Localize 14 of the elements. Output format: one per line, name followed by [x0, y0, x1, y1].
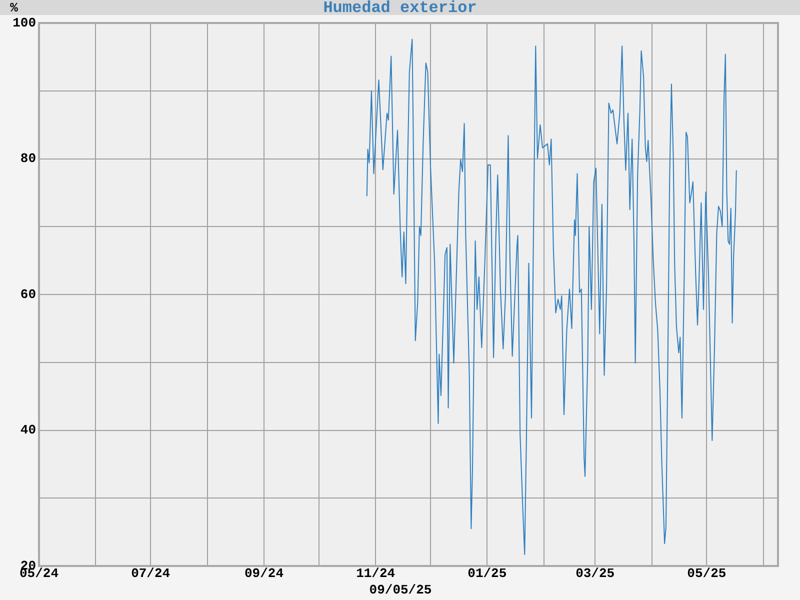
x-tick-label: 07/24 — [131, 566, 170, 582]
chart-title: Humedad exterior — [323, 0, 477, 18]
y-tick-label: 80 — [20, 151, 36, 166]
text: 09/05/25 — [369, 582, 432, 598]
y-tick-label: 100 — [12, 15, 36, 30]
x-tick-label: 09/24 — [244, 566, 284, 582]
x-tick-label: 05/25 — [687, 566, 726, 582]
x-tick-label: 01/25 — [468, 566, 507, 582]
x-tick-label: 05/24 — [19, 566, 59, 582]
y-tick-label: 60 — [20, 286, 36, 302]
x-tick-label: 11/24 — [356, 566, 396, 582]
x-tick-label: 03/25 — [576, 566, 615, 582]
y-axis-title: % — [10, 0, 18, 16]
y-tick-label: 40 — [20, 422, 36, 438]
